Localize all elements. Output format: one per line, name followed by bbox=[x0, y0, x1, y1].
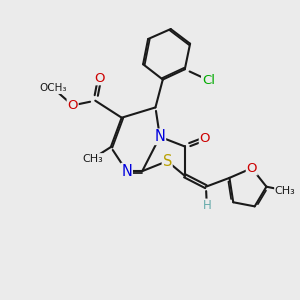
Text: OCH₃: OCH₃ bbox=[40, 83, 67, 93]
Text: O: O bbox=[94, 72, 105, 85]
Text: O: O bbox=[247, 162, 257, 175]
Text: CH₃: CH₃ bbox=[275, 185, 296, 196]
Text: Cl: Cl bbox=[202, 74, 215, 87]
Text: O: O bbox=[68, 99, 78, 112]
Text: N: N bbox=[154, 129, 165, 144]
Text: CH₃: CH₃ bbox=[82, 154, 103, 164]
Text: N: N bbox=[121, 164, 132, 178]
Text: S: S bbox=[163, 154, 172, 169]
Text: H: H bbox=[202, 199, 211, 212]
Text: O: O bbox=[200, 132, 210, 145]
